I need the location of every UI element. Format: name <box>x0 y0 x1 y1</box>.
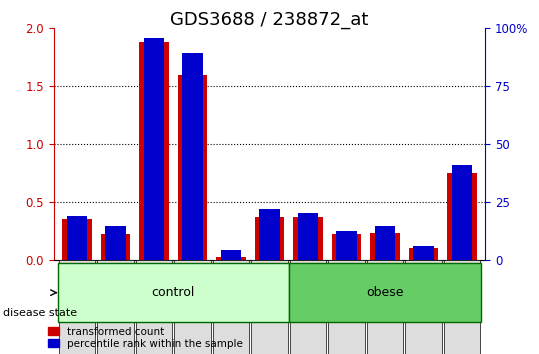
Text: disease state: disease state <box>3 308 77 318</box>
Bar <box>212 259 250 262</box>
Bar <box>452 165 472 259</box>
Bar <box>62 219 92 259</box>
Bar <box>139 42 169 259</box>
FancyBboxPatch shape <box>58 263 289 322</box>
Bar <box>447 173 477 259</box>
Bar <box>67 216 87 259</box>
Bar <box>216 257 246 259</box>
FancyBboxPatch shape <box>367 260 404 354</box>
Bar <box>106 226 126 259</box>
Bar <box>250 259 289 262</box>
FancyBboxPatch shape <box>212 260 250 354</box>
Bar <box>144 38 164 259</box>
FancyBboxPatch shape <box>174 260 211 354</box>
FancyBboxPatch shape <box>135 260 172 354</box>
Bar <box>336 231 357 259</box>
FancyBboxPatch shape <box>59 260 95 354</box>
Bar <box>366 259 404 262</box>
Bar <box>327 259 366 262</box>
FancyBboxPatch shape <box>251 260 288 354</box>
Bar <box>135 259 173 262</box>
FancyBboxPatch shape <box>405 260 442 354</box>
Bar <box>101 234 130 259</box>
Bar <box>255 217 285 259</box>
FancyBboxPatch shape <box>97 260 134 354</box>
Bar <box>178 75 208 259</box>
FancyBboxPatch shape <box>444 260 480 354</box>
Bar <box>259 209 280 259</box>
Text: GDS3688 / 238872_at: GDS3688 / 238872_at <box>170 11 369 29</box>
Text: control: control <box>151 286 195 299</box>
Bar <box>173 259 212 262</box>
Bar <box>404 259 443 262</box>
Bar <box>413 246 433 259</box>
Bar <box>293 217 323 259</box>
Text: obese: obese <box>366 286 404 299</box>
Legend: transformed count, percentile rank within the sample: transformed count, percentile rank withi… <box>49 327 243 349</box>
Bar <box>331 234 361 259</box>
Bar <box>221 250 241 259</box>
Bar <box>370 233 400 259</box>
Bar <box>443 259 481 262</box>
Bar <box>375 226 395 259</box>
Bar <box>289 259 327 262</box>
Bar <box>58 259 96 262</box>
Bar <box>409 248 438 259</box>
FancyBboxPatch shape <box>328 260 365 354</box>
Bar <box>96 259 135 262</box>
Bar <box>298 213 318 259</box>
FancyBboxPatch shape <box>289 260 327 354</box>
Bar <box>182 53 203 259</box>
FancyBboxPatch shape <box>289 263 481 322</box>
